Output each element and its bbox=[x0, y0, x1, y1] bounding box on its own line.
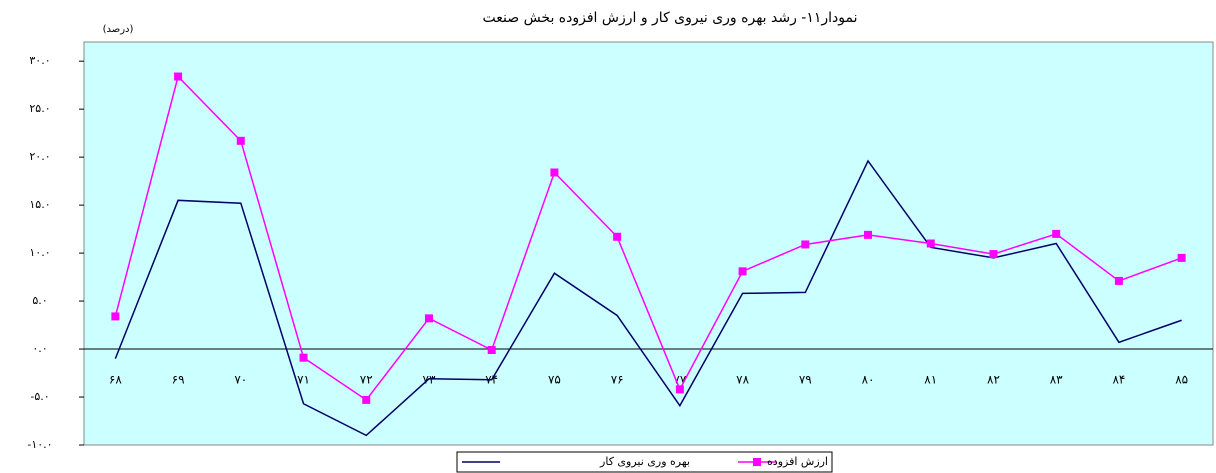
x-tick-label: ۸۱ bbox=[924, 373, 937, 387]
series-line bbox=[114, 75, 1182, 401]
legend-label: ارزش افزوده bbox=[767, 455, 828, 468]
series-marker bbox=[738, 267, 747, 276]
x-tick-label: ۷۵ bbox=[548, 373, 561, 387]
x-tick-label: ۸۲ bbox=[987, 373, 1000, 387]
x-tick-label: ۸۳ bbox=[1050, 373, 1063, 387]
series-marker bbox=[236, 136, 245, 145]
y-tick-label: ۵.۰ bbox=[32, 294, 47, 307]
legend-label: بهره وری نیروی کار bbox=[599, 455, 690, 468]
x-tick-label: ۷۹ bbox=[799, 373, 812, 387]
y-tick-label: -۵.۰ bbox=[30, 390, 49, 403]
y-tick-label: ۱۵.۰ bbox=[29, 198, 50, 211]
series-marker bbox=[613, 232, 622, 241]
series-marker bbox=[487, 346, 496, 355]
y-axis-unit: (درصد) bbox=[103, 24, 134, 35]
series-marker bbox=[111, 312, 120, 321]
legend-box bbox=[456, 451, 833, 473]
x-tick-label: ۶۸ bbox=[109, 373, 122, 387]
y-tick-label: ۲۰.۰ bbox=[29, 150, 50, 163]
series-marker bbox=[864, 230, 873, 239]
series-marker bbox=[424, 314, 433, 323]
series-marker bbox=[550, 168, 559, 177]
x-tick-label: ۸۰ bbox=[862, 373, 875, 387]
y-tick-label: ۳۰.۰ bbox=[29, 54, 50, 67]
x-tick-label: ۸۵ bbox=[1175, 373, 1188, 387]
y-tick-label: ۰.۰ bbox=[32, 342, 47, 355]
x-tick-label: ۷۸ bbox=[736, 373, 749, 387]
series-marker bbox=[801, 240, 810, 249]
x-tick-label: ۷۱ bbox=[297, 373, 310, 387]
series-line bbox=[114, 159, 1182, 437]
legend: بهره وری نیروی کار ارزش افزوده bbox=[456, 451, 833, 473]
series-marker bbox=[1177, 253, 1186, 262]
series-marker bbox=[1052, 229, 1061, 238]
y-tick-label: ۲۵.۰ bbox=[29, 102, 50, 115]
series-marker bbox=[362, 395, 371, 404]
series-marker bbox=[926, 239, 935, 248]
series-marker bbox=[174, 72, 183, 81]
series-marker bbox=[675, 385, 684, 394]
x-tick-label: ۷۶ bbox=[611, 373, 624, 387]
series-marker bbox=[1114, 276, 1123, 285]
legend-marker bbox=[753, 458, 761, 466]
x-tick-label: ۷۰ bbox=[234, 373, 247, 387]
x-tick-label: ۸۴ bbox=[1112, 373, 1125, 387]
series-marker bbox=[989, 250, 998, 259]
x-tick-label: ۶۹ bbox=[172, 373, 185, 387]
chart-title: نمودار۱۱- رشد بهره وری نیروی کار و ارزش … bbox=[483, 10, 858, 26]
y-tick-label: ۱۰.۰ bbox=[29, 246, 50, 259]
series-marker bbox=[299, 353, 308, 362]
x-tick-label: ۷۲ bbox=[360, 373, 373, 387]
y-tick-label: -۱۰.۰ bbox=[27, 438, 52, 451]
